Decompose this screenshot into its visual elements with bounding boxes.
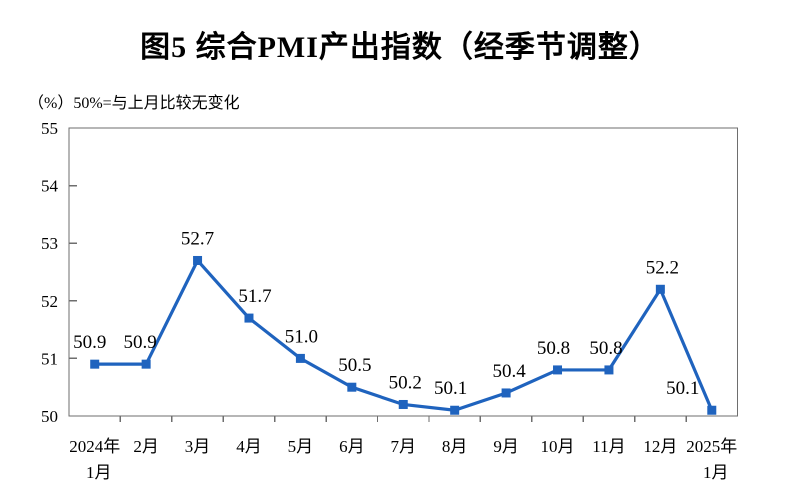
x-tick-label: 10月 [541,437,575,456]
data-point-marker [553,365,563,375]
y-tick-label: 51 [41,349,58,368]
data-label: 50.5 [338,355,371,376]
y-tick-label: 50 [41,407,58,426]
chart-title: 图5 综合PMI产出指数（经季节调整） [140,31,660,64]
data-point-marker [244,313,254,323]
x-tick-label: 9月 [493,437,519,456]
data-point-marker [604,365,614,375]
data-label: 50.8 [537,338,570,359]
y-tick-label: 55 [41,119,58,138]
data-label: 50.1 [434,378,467,399]
x-tick-label: 1月 [703,463,729,482]
data-point-marker [398,399,408,409]
x-tick-label: 3月 [185,437,211,456]
data-label: 52.2 [646,257,679,278]
x-tick-label: 12月 [643,437,677,456]
data-label: 51.7 [238,286,271,307]
y-tick-label: 54 [41,177,59,196]
x-tick-label: 7月 [391,437,417,456]
x-tick-label: 8月 [442,437,468,456]
data-label: 51.0 [285,326,318,347]
data-point-marker [707,405,717,415]
x-tick-label: 2月 [133,437,159,456]
data-point-marker [141,359,151,369]
data-label: 50.1 [666,378,699,399]
data-point-marker [450,405,460,415]
data-label: 50.2 [389,372,422,393]
x-tick-label: 11月 [592,437,625,456]
x-tick-label: 1月 [86,463,112,482]
data-label: 50.4 [492,361,526,382]
y-tick-label: 52 [41,292,58,311]
data-label: 50.8 [589,338,622,359]
y-tick-label: 53 [41,234,58,253]
x-tick-label: 2025年 [686,437,737,456]
plot-area-border [68,127,739,417]
data-point-marker [193,255,203,265]
data-point-marker [295,353,305,363]
data-label: 52.7 [181,228,214,249]
data-label: 50.9 [124,332,157,353]
x-tick-label: 2024年 [69,437,120,456]
data-point-marker [655,284,665,294]
x-tick-label: 6月 [339,437,365,456]
data-label: 50.9 [73,332,106,353]
x-tick-label: 5月 [288,437,314,456]
data-point-marker [90,359,100,369]
data-point-marker [501,388,511,398]
y-axis-unit-note: （%）50%=与上月比较无变化 [28,95,240,112]
data-point-marker [347,382,357,392]
x-tick-label: 4月 [236,437,262,456]
